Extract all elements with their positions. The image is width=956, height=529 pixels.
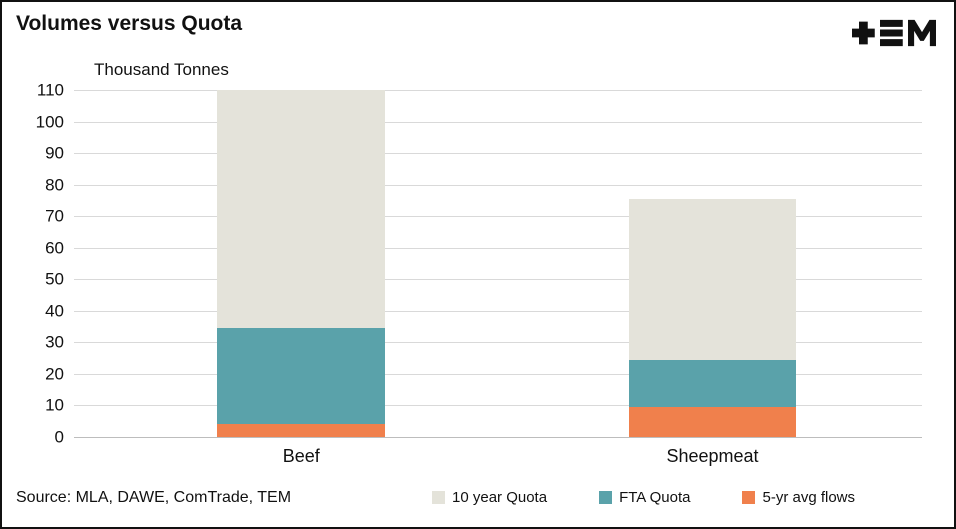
x-axis-label-beef: Beef	[282, 446, 320, 466]
y-tick-label: 60	[45, 238, 64, 258]
y-tick-label: 100	[35, 112, 64, 132]
x-axis-label-sheepmeat: Sheepmeat	[666, 446, 759, 466]
legend-label: FTA Quota	[619, 489, 691, 506]
y-tick-label: 30	[45, 332, 64, 352]
legend-swatch	[432, 491, 445, 504]
gridline	[74, 405, 922, 407]
y-tick-label: 40	[45, 301, 64, 321]
plot-area	[74, 90, 922, 438]
bar-sheepmeat-10-year-quota	[628, 198, 797, 360]
chart-title: Volumes versus Quota	[16, 12, 243, 35]
legend-label: 5-yr avg flows	[762, 489, 856, 506]
legend-swatch	[742, 491, 756, 504]
y-axis-title: Thousand Tonnes	[94, 60, 229, 79]
x-axis-labels: Beef Sheepmeat	[74, 446, 922, 472]
gridline	[74, 184, 922, 186]
tem-logo-icon	[852, 19, 936, 47]
gridline	[74, 121, 922, 123]
y-axis: 0 10 20 30 40 50 60 70 80 90 100 110	[2, 82, 64, 446]
legend-label: 10 year Quota	[452, 489, 548, 506]
bar-beef-10-year-quota	[217, 90, 386, 329]
bar-beef-fta-quota	[217, 328, 386, 425]
legend-item-fta-quota: FTA Quota	[599, 489, 690, 506]
legend-swatch	[599, 491, 613, 504]
bar-sheepmeat-5-yr-avg-flows	[628, 407, 797, 437]
gridline	[74, 342, 922, 344]
legend-item-10-year-quota: 10 year Quota	[432, 489, 547, 506]
gridline	[74, 373, 922, 375]
y-tick-label: 50	[45, 269, 64, 289]
y-tick-label: 90	[45, 143, 64, 163]
bar-beef-5-yr-avg-flows	[217, 424, 386, 437]
gridline	[74, 153, 922, 155]
source-note: Source: MLA, DAWE, ComTrade, TEM	[16, 489, 292, 506]
y-tick-label: 110	[36, 80, 64, 100]
gridline	[74, 310, 922, 312]
y-tick-label: 10	[45, 395, 64, 415]
legend-item-5-yr-avg-flows: 5-yr avg flows	[742, 489, 855, 506]
bar-sheepmeat-fta-quota	[628, 359, 797, 408]
gridline	[74, 247, 922, 249]
gridline	[74, 279, 922, 281]
gridline	[74, 216, 922, 218]
y-tick-label: 20	[45, 364, 64, 384]
y-tick-label: 80	[45, 175, 64, 195]
y-tick-label: 0	[54, 427, 64, 447]
y-tick-label: 70	[45, 206, 64, 226]
gridline	[74, 90, 922, 91]
legend: 10 year Quota FTA Quota 5-yr avg flows	[432, 489, 855, 506]
